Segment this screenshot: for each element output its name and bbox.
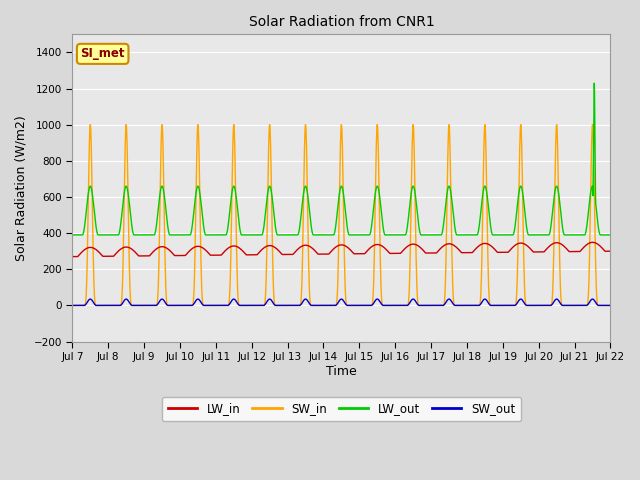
LW_in: [573, 249, 581, 254]
LW_out: [573, 232, 581, 238]
SW_out: [357, 302, 365, 308]
SW_in: [559, 302, 566, 308]
Line: LW_out: LW_out: [72, 83, 610, 235]
SW_in: [369, 300, 376, 306]
Title: Solar Radiation from CNR1: Solar Radiation from CNR1: [248, 15, 435, 29]
LW_in: [68, 254, 76, 260]
LW_out: [606, 232, 614, 238]
LW_in: [369, 243, 376, 249]
X-axis label: Time: Time: [326, 365, 356, 378]
SW_out: [606, 302, 614, 308]
LW_out: [369, 217, 376, 223]
Line: LW_in: LW_in: [72, 242, 610, 257]
LW_in: [606, 248, 614, 254]
SW_in: [606, 302, 614, 308]
LW_in: [356, 251, 364, 257]
SW_out: [68, 302, 76, 308]
LW_out: [497, 232, 505, 238]
Legend: LW_in, SW_in, LW_out, SW_out: LW_in, SW_in, LW_out, SW_out: [162, 396, 521, 421]
LW_in: [559, 242, 566, 248]
LW_out: [356, 232, 364, 238]
SW_in: [357, 302, 365, 308]
SW_out: [498, 302, 506, 308]
LW_in: [589, 240, 596, 245]
SW_out: [574, 302, 582, 308]
SW_in: [86, 122, 94, 128]
SW_in: [574, 302, 582, 308]
Text: SI_met: SI_met: [81, 48, 125, 60]
SW_in: [219, 302, 227, 308]
LW_out: [218, 232, 226, 238]
LW_in: [218, 251, 226, 257]
LW_out: [68, 232, 76, 238]
SW_out: [86, 296, 94, 302]
Line: SW_out: SW_out: [72, 299, 610, 305]
SW_in: [68, 302, 76, 308]
LW_out: [591, 80, 598, 86]
SW_out: [559, 302, 566, 308]
Y-axis label: Solar Radiation (W/m2): Solar Radiation (W/m2): [15, 115, 28, 261]
LW_in: [497, 250, 505, 255]
SW_out: [369, 302, 376, 308]
SW_in: [498, 302, 506, 308]
LW_out: [559, 225, 566, 231]
SW_out: [219, 302, 227, 308]
Line: SW_in: SW_in: [72, 125, 610, 305]
